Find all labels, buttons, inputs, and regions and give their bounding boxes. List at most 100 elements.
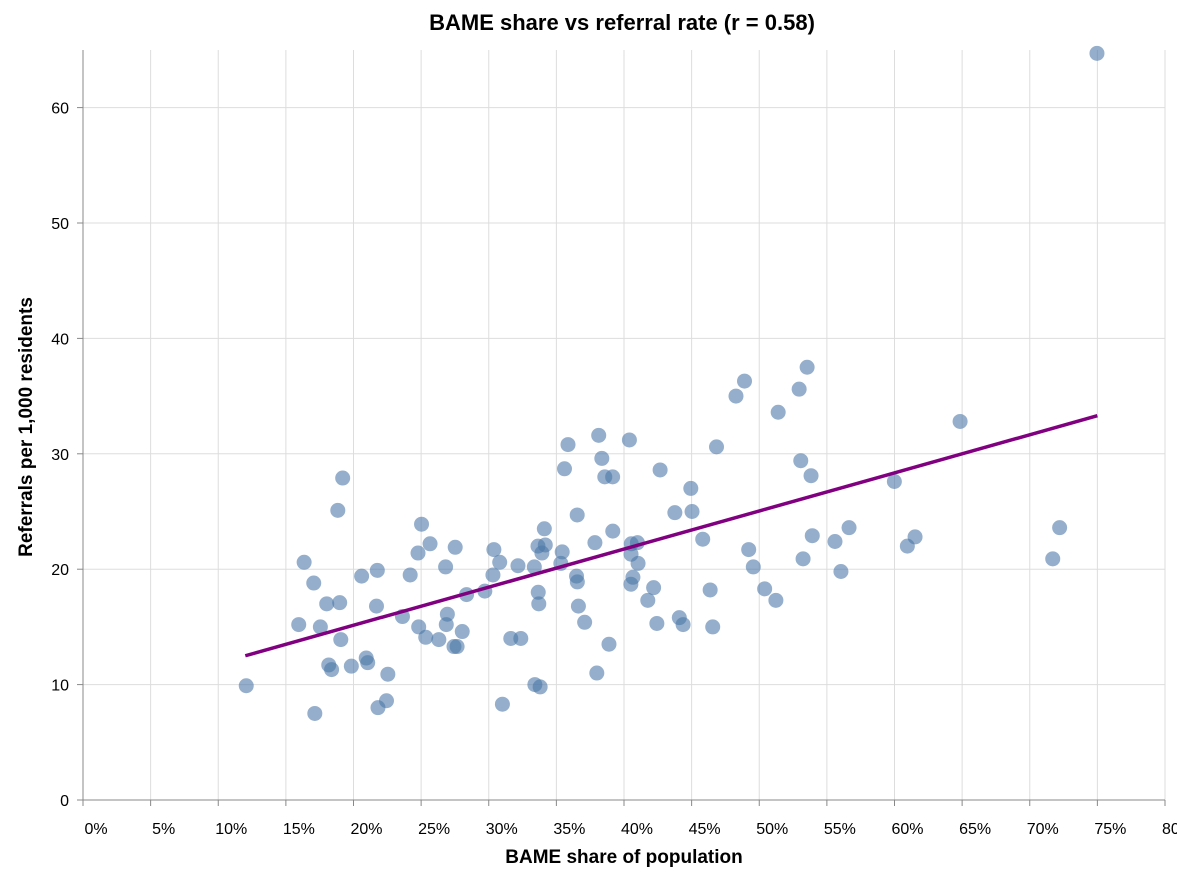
data-point — [438, 559, 454, 575]
trendline-layer — [244, 414, 1098, 658]
data-point — [605, 523, 621, 539]
data-point — [343, 658, 359, 674]
data-point — [737, 373, 753, 389]
y-tick-label: 40 — [51, 331, 69, 348]
data-point — [625, 569, 641, 585]
data-point — [833, 564, 849, 580]
data-point — [705, 619, 721, 635]
x-tick-label: 65% — [959, 821, 991, 838]
data-point — [531, 596, 547, 612]
data-point — [492, 554, 508, 570]
data-point — [569, 507, 585, 523]
data-point — [319, 596, 335, 612]
data-point — [601, 636, 617, 652]
data-point — [486, 542, 502, 558]
data-point — [591, 427, 607, 443]
data-point — [556, 461, 572, 477]
data-point — [745, 559, 761, 575]
data-point — [494, 696, 510, 712]
x-axis-title: BAME share of population — [505, 847, 743, 868]
y-tick-label: 30 — [51, 447, 69, 464]
data-point — [526, 559, 542, 575]
y-tick-label: 10 — [51, 678, 69, 695]
data-point — [757, 581, 773, 597]
data-point — [379, 693, 395, 709]
data-point — [605, 469, 621, 485]
data-point — [414, 516, 430, 532]
data-point — [536, 521, 552, 537]
data-point — [841, 520, 857, 536]
y-tick-label: 20 — [51, 562, 69, 579]
data-point — [296, 554, 312, 570]
data-point — [1052, 520, 1068, 536]
x-tick-label: 60% — [891, 821, 923, 838]
data-point — [589, 665, 605, 681]
data-point — [684, 504, 700, 519]
data-point — [569, 574, 585, 590]
data-point — [795, 551, 811, 567]
x-tick-label: 15% — [283, 821, 315, 838]
data-point — [667, 505, 683, 521]
chart-title: BAME share vs referral rate (r = 0.58) — [429, 10, 815, 35]
data-point — [439, 606, 455, 622]
data-point — [510, 558, 526, 574]
data-point — [554, 544, 570, 560]
x-tick-label: 25% — [418, 821, 450, 838]
x-tick-label: 5% — [152, 821, 175, 838]
x-tick-label: 30% — [486, 821, 518, 838]
data-point — [907, 529, 923, 545]
data-point — [454, 624, 470, 640]
x-tick-label: 80% — [1162, 821, 1177, 838]
data-point — [803, 468, 819, 484]
x-tick-label: 55% — [824, 821, 856, 838]
data-point — [770, 404, 786, 420]
data-point — [741, 542, 757, 558]
data-point — [799, 359, 815, 375]
data-point — [380, 666, 396, 682]
data-point — [793, 453, 809, 469]
data-point — [594, 450, 610, 466]
data-point — [306, 575, 322, 591]
data-point — [728, 388, 744, 404]
data-point — [577, 614, 593, 630]
data-point — [649, 615, 665, 631]
data-point — [652, 462, 668, 478]
y-tick-label: 60 — [51, 101, 69, 118]
data-point — [630, 555, 646, 571]
data-point — [570, 598, 586, 614]
y-tick-label: 0 — [60, 793, 69, 810]
data-point — [804, 528, 820, 544]
data-point — [827, 534, 843, 550]
data-point — [683, 480, 699, 496]
data-point — [312, 619, 328, 635]
data-point — [532, 679, 548, 695]
data-point — [238, 678, 254, 694]
data-point — [333, 632, 349, 648]
data-point — [447, 539, 463, 555]
data-point — [768, 592, 784, 608]
y-axis-title: Referrals per 1,000 residents — [16, 297, 37, 557]
trendline — [244, 414, 1098, 658]
data-point — [791, 381, 807, 397]
data-point — [418, 629, 434, 645]
data-point — [1045, 551, 1061, 567]
data-point — [537, 537, 553, 553]
data-point — [702, 582, 718, 598]
data-point — [431, 632, 447, 648]
data-point — [307, 705, 323, 721]
data-point — [709, 439, 725, 455]
x-tick-label: 35% — [553, 821, 585, 838]
data-point — [335, 470, 351, 486]
data-point — [324, 662, 340, 678]
x-tick-label: 70% — [1027, 821, 1059, 838]
x-tick-label: 20% — [350, 821, 382, 838]
data-point — [560, 437, 576, 453]
data-point — [369, 562, 385, 578]
data-point — [513, 630, 529, 646]
data-point — [368, 598, 384, 614]
data-point — [449, 639, 465, 655]
data-point — [330, 502, 346, 518]
x-tick-label: 75% — [1094, 821, 1126, 838]
data-point — [354, 568, 370, 584]
